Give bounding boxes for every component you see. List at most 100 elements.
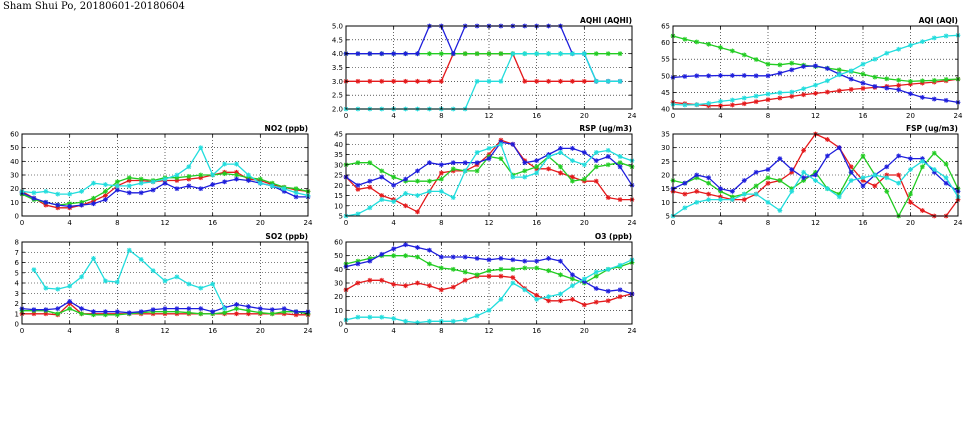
o3-point-green bbox=[498, 266, 504, 272]
aqi-point-cyan bbox=[789, 89, 795, 95]
aqi-point-red bbox=[765, 97, 771, 103]
aqi-point-green bbox=[682, 36, 688, 42]
so2-ytick-label: 8 bbox=[15, 239, 19, 247]
no2-point-blue bbox=[126, 190, 132, 196]
rsp-point-green bbox=[581, 176, 587, 182]
rsp-point-blue bbox=[486, 156, 492, 161]
aqi-point-cyan bbox=[836, 72, 842, 78]
rsp-series-blue bbox=[343, 139, 635, 188]
fsp-xtick-label: 16 bbox=[859, 219, 868, 227]
o3-xtick-label: 24 bbox=[628, 327, 637, 335]
o3-point-cyan bbox=[617, 262, 623, 268]
so2-point-cyan bbox=[67, 283, 73, 289]
so2-xtick-label: 4 bbox=[67, 327, 72, 335]
fsp-point-green bbox=[706, 180, 712, 186]
so2-point-cyan bbox=[103, 278, 108, 284]
o3-point-cyan bbox=[379, 314, 385, 320]
aqhi-xtick-label: 12 bbox=[485, 112, 494, 120]
fsp-point-cyan bbox=[813, 178, 818, 183]
aqi-point-blue bbox=[896, 87, 902, 93]
rsp-point-cyan bbox=[391, 199, 397, 205]
so2-point-blue bbox=[103, 309, 108, 315]
rsp-point-blue bbox=[605, 154, 611, 159]
o3-series-blue bbox=[343, 242, 635, 297]
aqi-point-red bbox=[753, 99, 759, 105]
no2-point-cyan bbox=[257, 180, 263, 186]
rsp-point-blue bbox=[367, 178, 373, 184]
aqhi-xtick-label: 4 bbox=[391, 112, 396, 120]
so2-point-green bbox=[198, 311, 204, 317]
o3-chart: 0 4 8 12 16 20 24 0 10 20 30 40 50 60 O3 (ppb) bbox=[334, 232, 637, 335]
aqi-point-cyan bbox=[919, 39, 925, 45]
o3-point-blue bbox=[558, 258, 563, 264]
so2-point-blue bbox=[186, 306, 192, 312]
no2-series-cyan bbox=[19, 145, 311, 198]
o3-point-cyan bbox=[534, 297, 540, 302]
so2-point-cyan bbox=[31, 267, 37, 273]
o3-point-cyan bbox=[522, 287, 528, 293]
aqi-ytick-label: 60 bbox=[661, 39, 670, 47]
so2-point-blue bbox=[79, 306, 84, 312]
no2-title: NO2 (ppb) bbox=[265, 124, 308, 133]
fsp-point-cyan bbox=[789, 189, 795, 194]
so2-point-green bbox=[67, 306, 73, 312]
o3-point-cyan bbox=[355, 314, 361, 320]
rsp-point-green bbox=[605, 162, 611, 168]
no2-point-blue bbox=[91, 201, 96, 207]
no2-point-blue bbox=[234, 176, 239, 182]
aqi-chart: 0 4 8 12 16 20 24 40 45 50 55 60 65 AQI (AQI) bbox=[661, 16, 963, 120]
fsp-point-cyan bbox=[872, 172, 878, 178]
o3-point-blue bbox=[534, 258, 540, 264]
so2-point-cyan bbox=[55, 286, 61, 292]
o3-point-blue bbox=[617, 287, 623, 293]
aqi-point-cyan bbox=[682, 102, 688, 108]
fsp-point-cyan bbox=[860, 175, 866, 181]
no2-xtick-label: 12 bbox=[161, 219, 170, 227]
aqi-point-cyan bbox=[931, 35, 937, 41]
rsp-point-cyan bbox=[415, 193, 420, 198]
fsp-ytick-label: 15 bbox=[661, 185, 670, 193]
aqi-point-blue bbox=[706, 73, 712, 79]
no2-point-red bbox=[103, 193, 108, 198]
aqi-point-blue bbox=[919, 94, 925, 100]
fsp-point-cyan bbox=[896, 180, 902, 186]
aqi-point-cyan bbox=[729, 97, 735, 103]
rsp-point-cyan bbox=[462, 168, 468, 174]
o3-point-blue bbox=[415, 245, 420, 250]
fsp-point-green bbox=[884, 189, 890, 194]
aqhi-point-red bbox=[403, 78, 408, 84]
rsp-point-blue bbox=[391, 182, 397, 188]
aqhi-point-red bbox=[570, 78, 575, 84]
o3-ytick-label: 10 bbox=[334, 307, 343, 315]
aqi-point-blue bbox=[813, 63, 818, 69]
rsp-ytick-label: 35 bbox=[334, 151, 343, 159]
fsp-point-blue bbox=[813, 172, 818, 178]
fsp-point-green bbox=[943, 161, 949, 167]
aqhi-point-cyan bbox=[581, 51, 587, 57]
rsp-point-blue bbox=[570, 145, 575, 151]
aqi-point-blue bbox=[741, 73, 747, 78]
aqi-point-green bbox=[896, 77, 902, 83]
o3-point-blue bbox=[522, 258, 528, 264]
aqi-point-green bbox=[777, 62, 783, 68]
o3-point-red bbox=[546, 298, 551, 304]
aqi-point-green bbox=[706, 41, 712, 47]
rsp-point-cyan bbox=[474, 150, 480, 155]
aqhi-point-red bbox=[355, 78, 361, 84]
aqi-point-cyan bbox=[872, 56, 878, 62]
aqi-point-blue bbox=[682, 74, 688, 79]
fsp-point-red bbox=[682, 191, 688, 197]
aqhi-point-red bbox=[522, 78, 528, 84]
aqi-point-blue bbox=[694, 73, 700, 79]
so2-xtick-label: 16 bbox=[208, 327, 217, 335]
aqhi-point-blue bbox=[379, 51, 385, 57]
o3-xtick-label: 0 bbox=[344, 327, 348, 335]
no2-point-cyan bbox=[138, 180, 144, 186]
o3-point-red bbox=[486, 273, 492, 279]
no2-point-green bbox=[126, 175, 132, 181]
o3-point-red bbox=[367, 277, 373, 283]
rsp-point-red bbox=[415, 209, 420, 215]
o3-point-green bbox=[438, 265, 444, 271]
aqi-point-green bbox=[908, 79, 913, 84]
aqhi-point-cyan bbox=[498, 78, 504, 84]
